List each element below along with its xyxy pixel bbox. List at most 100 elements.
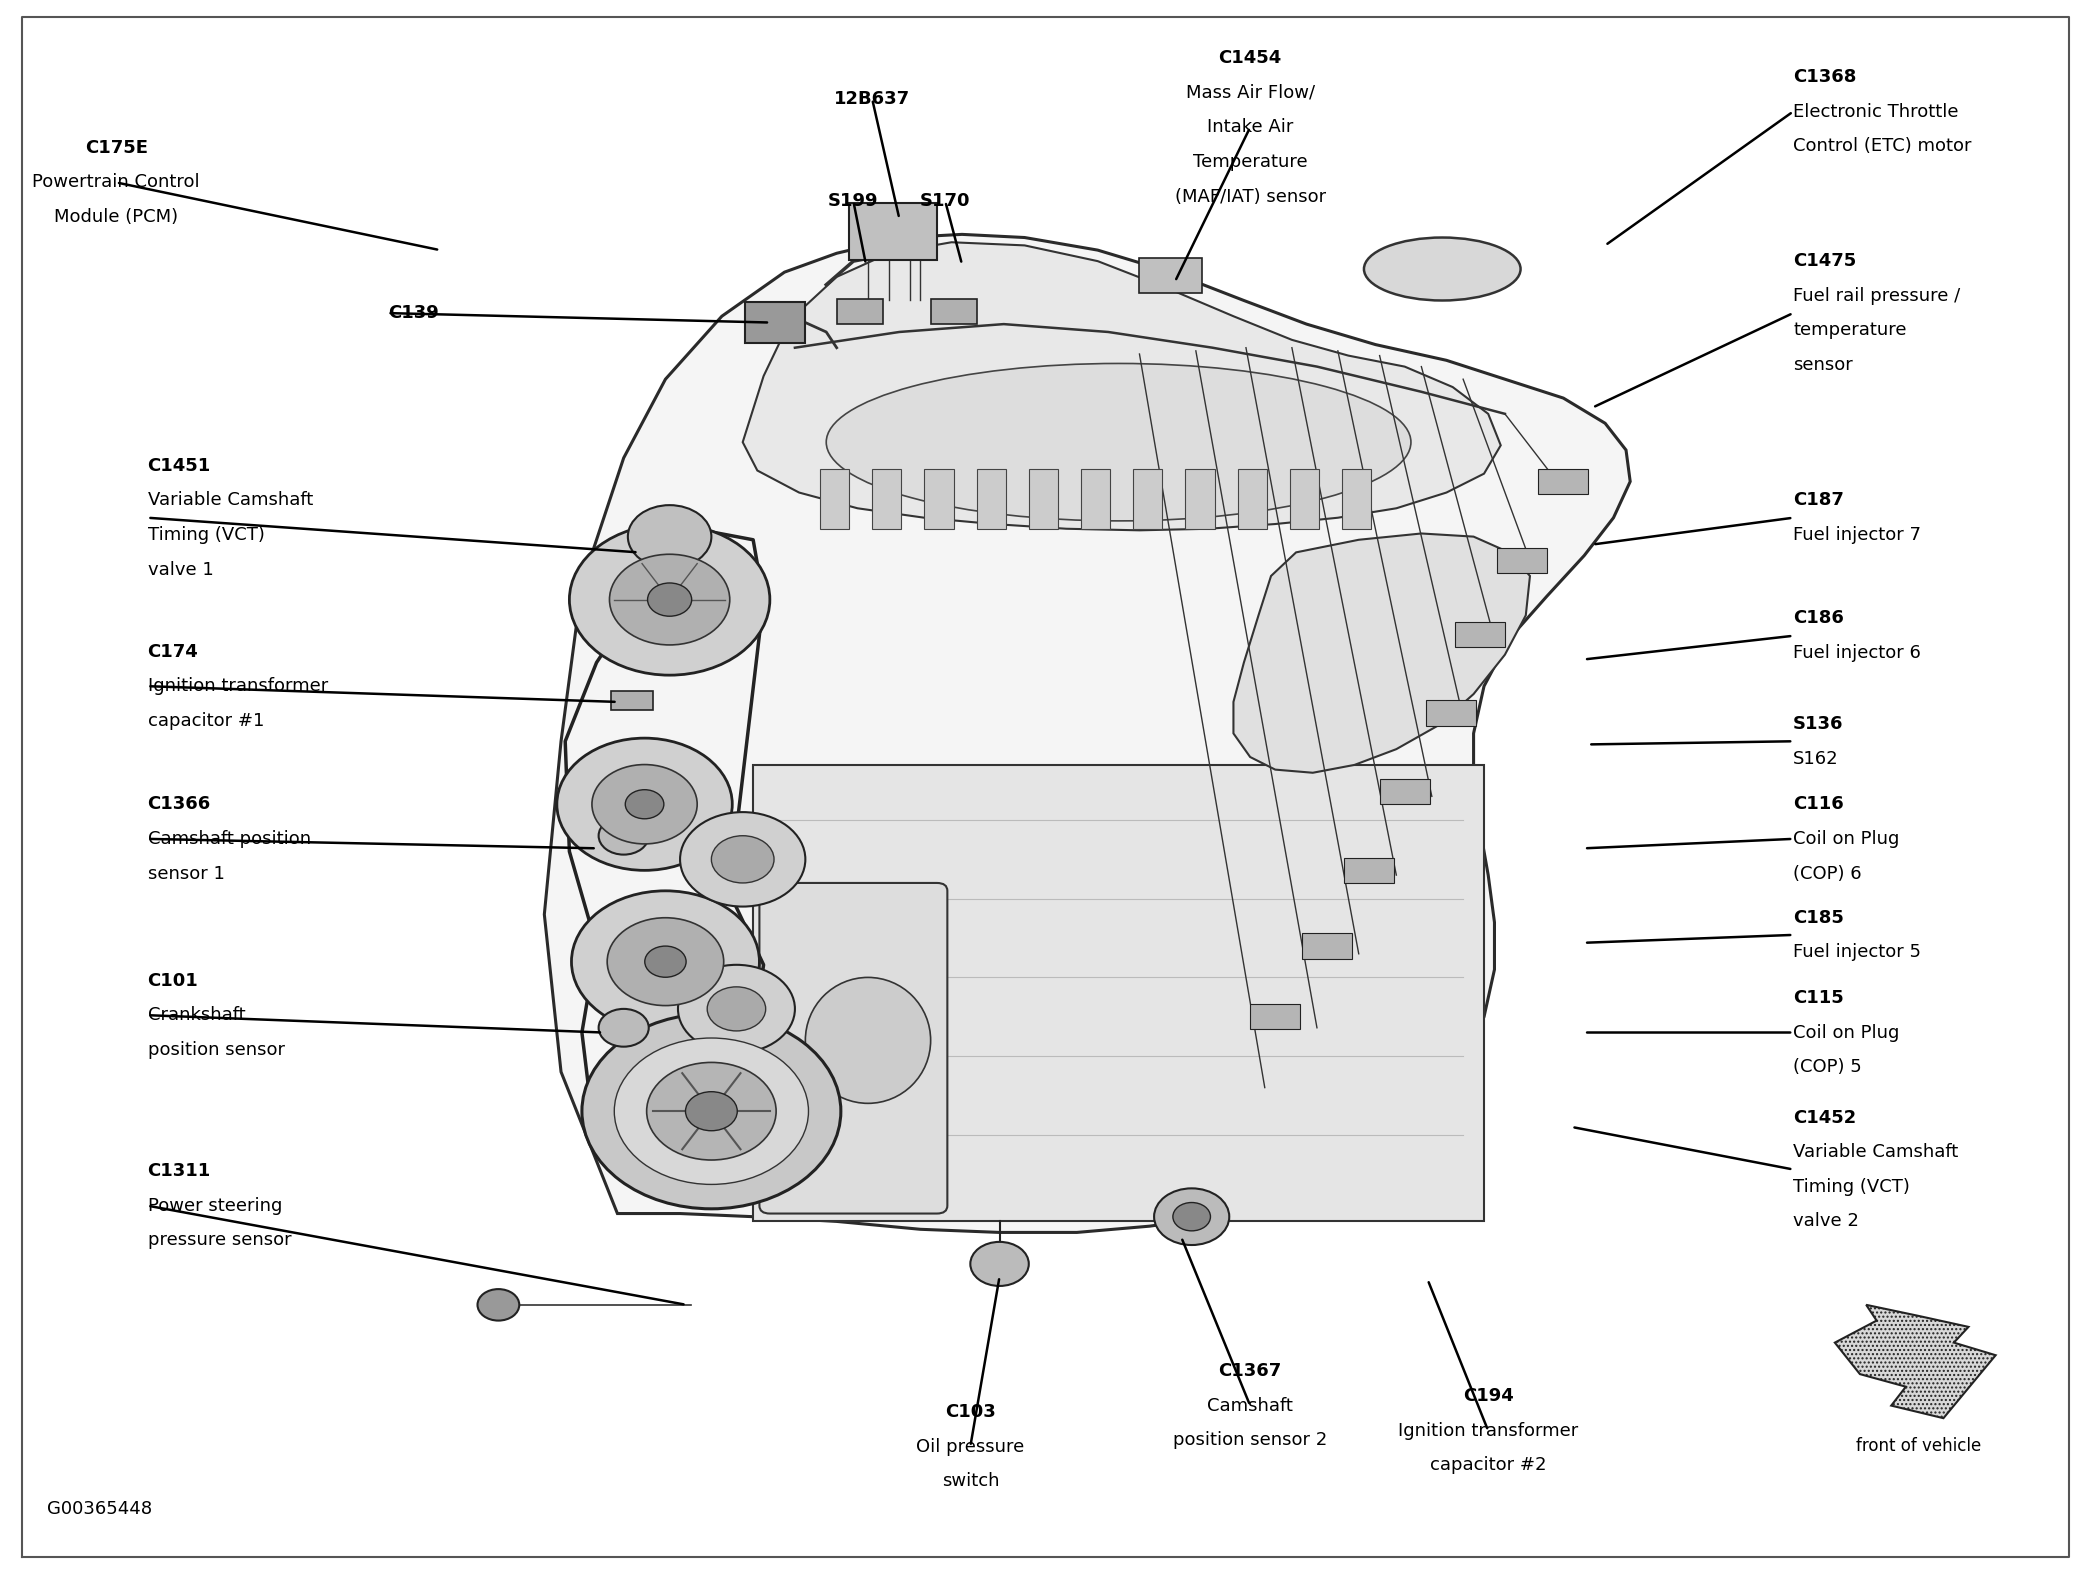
Text: valve 2: valve 2 <box>1794 1213 1859 1230</box>
Text: G00365448: G00365448 <box>48 1500 153 1519</box>
Text: C175E: C175E <box>86 139 148 156</box>
Text: pressure sensor: pressure sensor <box>148 1232 291 1249</box>
Circle shape <box>477 1288 519 1320</box>
Text: C1454: C1454 <box>1219 49 1282 68</box>
Circle shape <box>644 946 686 978</box>
Text: Timing (VCT): Timing (VCT) <box>148 527 263 544</box>
Text: Oil pressure: Oil pressure <box>916 1438 1025 1456</box>
Circle shape <box>598 817 648 855</box>
Text: C1368: C1368 <box>1794 68 1857 87</box>
Circle shape <box>615 1038 809 1184</box>
Text: C115: C115 <box>1794 989 1844 1006</box>
Text: C101: C101 <box>148 971 199 989</box>
Text: temperature: temperature <box>1794 322 1907 339</box>
Bar <box>976 468 1006 528</box>
Bar <box>1497 547 1547 572</box>
Circle shape <box>686 1091 738 1131</box>
Text: (COP) 5: (COP) 5 <box>1794 1058 1861 1076</box>
Bar <box>1342 468 1372 528</box>
Text: Timing (VCT): Timing (VCT) <box>1794 1178 1909 1195</box>
Text: switch: switch <box>941 1473 999 1490</box>
Text: sensor: sensor <box>1794 356 1853 374</box>
Bar <box>1133 468 1163 528</box>
Text: C194: C194 <box>1464 1388 1514 1405</box>
Circle shape <box>646 1063 776 1161</box>
Bar <box>1303 934 1353 959</box>
Text: Temperature: Temperature <box>1192 153 1307 170</box>
Circle shape <box>627 505 711 568</box>
Text: capacitor #1: capacitor #1 <box>148 711 263 730</box>
Text: Powertrain Control: Powertrain Control <box>33 173 201 191</box>
Text: Control (ETC) motor: Control (ETC) motor <box>1794 137 1972 155</box>
Bar <box>1250 1005 1301 1030</box>
Text: position sensor: position sensor <box>148 1041 284 1058</box>
Bar <box>1029 468 1058 528</box>
Text: Camshaft: Camshaft <box>1207 1397 1292 1415</box>
Text: Camshaft position: Camshaft position <box>148 830 312 848</box>
Circle shape <box>648 583 692 617</box>
Text: sensor 1: sensor 1 <box>148 864 224 883</box>
Text: S199: S199 <box>828 192 878 210</box>
Polygon shape <box>1834 1304 1995 1418</box>
Text: C103: C103 <box>945 1404 995 1421</box>
Bar <box>1290 468 1319 528</box>
Text: Intake Air: Intake Air <box>1207 118 1294 136</box>
Text: C116: C116 <box>1794 795 1844 814</box>
Circle shape <box>1154 1189 1230 1244</box>
Text: (MAF/IAT) sensor: (MAF/IAT) sensor <box>1175 188 1326 205</box>
Text: Coil on Plug: Coil on Plug <box>1794 830 1899 848</box>
Circle shape <box>680 812 805 907</box>
Circle shape <box>598 1009 648 1047</box>
FancyBboxPatch shape <box>759 883 947 1214</box>
Bar <box>930 300 976 325</box>
Text: Fuel injector 5: Fuel injector 5 <box>1794 943 1922 962</box>
Text: C139: C139 <box>387 304 439 322</box>
Bar <box>1345 858 1395 883</box>
Text: capacitor #2: capacitor #2 <box>1430 1457 1547 1474</box>
Bar <box>872 468 901 528</box>
Circle shape <box>970 1241 1029 1285</box>
Bar <box>1081 468 1110 528</box>
Text: S170: S170 <box>920 192 970 210</box>
Text: C1367: C1367 <box>1219 1363 1282 1380</box>
Text: Crankshaft: Crankshaft <box>148 1006 245 1023</box>
Text: C187: C187 <box>1794 492 1844 509</box>
Circle shape <box>606 918 723 1006</box>
FancyBboxPatch shape <box>849 203 937 260</box>
Bar <box>1455 621 1506 647</box>
Circle shape <box>581 1014 841 1210</box>
Text: valve 1: valve 1 <box>148 561 213 579</box>
Text: Electronic Throttle: Electronic Throttle <box>1794 103 1959 120</box>
Circle shape <box>707 987 765 1031</box>
Bar <box>1238 468 1267 528</box>
Text: position sensor 2: position sensor 2 <box>1173 1432 1328 1449</box>
Text: C1366: C1366 <box>148 795 211 814</box>
Circle shape <box>592 765 696 844</box>
Bar <box>1140 259 1202 293</box>
Text: C1452: C1452 <box>1794 1109 1857 1126</box>
Text: C1451: C1451 <box>148 457 211 475</box>
Text: Variable Camshaft: Variable Camshaft <box>148 492 314 509</box>
Text: S136: S136 <box>1794 714 1844 733</box>
Text: front of vehicle: front of vehicle <box>1855 1437 1980 1456</box>
Ellipse shape <box>805 978 930 1104</box>
Text: C185: C185 <box>1794 908 1844 927</box>
Text: Ignition transformer: Ignition transformer <box>148 677 328 695</box>
Circle shape <box>569 524 769 675</box>
Text: Variable Camshaft: Variable Camshaft <box>1794 1143 1959 1161</box>
Circle shape <box>625 790 663 818</box>
Text: C1475: C1475 <box>1794 252 1857 270</box>
Circle shape <box>608 554 730 645</box>
Ellipse shape <box>826 363 1411 520</box>
Text: C174: C174 <box>148 642 199 661</box>
FancyBboxPatch shape <box>744 303 805 342</box>
Text: S162: S162 <box>1794 749 1838 768</box>
Circle shape <box>1173 1203 1211 1232</box>
Text: C1311: C1311 <box>148 1162 211 1180</box>
Circle shape <box>711 836 774 883</box>
Bar <box>924 468 953 528</box>
Bar <box>611 691 652 710</box>
Text: Power steering: Power steering <box>148 1197 282 1214</box>
Polygon shape <box>742 243 1501 530</box>
Text: Coil on Plug: Coil on Plug <box>1794 1023 1899 1041</box>
